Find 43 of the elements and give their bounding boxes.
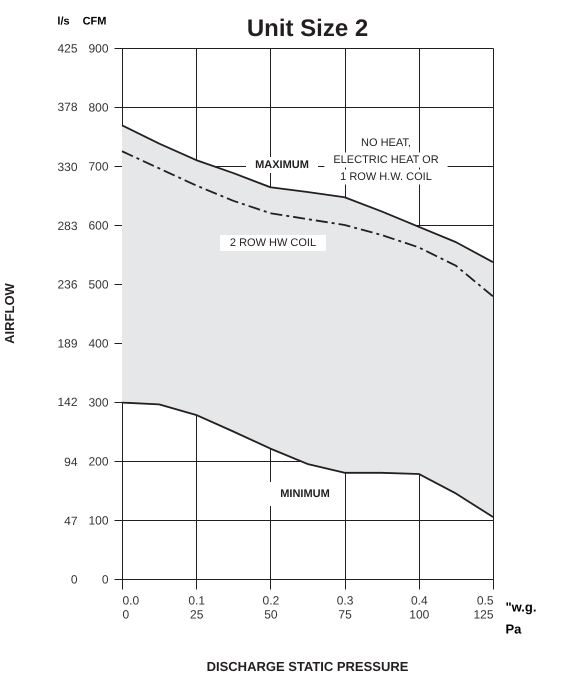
y-tick-label: 0 <box>102 572 109 586</box>
y2-axis-title: l/s <box>57 16 70 28</box>
y2-tick-label: 283 <box>57 218 78 233</box>
annotation: 2 ROW HW COIL <box>230 237 316 249</box>
annotation: MAXIMUM <box>255 159 309 171</box>
x2-tick-label: 75 <box>338 608 352 622</box>
y2-tick-label: 378 <box>57 100 78 114</box>
y2-tick-label: 0 <box>70 572 78 586</box>
x-tick-label: 0.4 <box>410 594 428 608</box>
x2-tick-label: 25 <box>190 608 204 622</box>
x2-tick-label: 50 <box>264 608 278 622</box>
chart-title: Unit Size 2 <box>246 15 368 42</box>
y-axis-title: CFM <box>82 16 106 28</box>
x-axis-title: "w.g. <box>506 600 536 614</box>
y2-tick-label: 47 <box>64 514 78 528</box>
x-tick-label: 0.2 <box>262 594 280 608</box>
y2-tick-label: 142 <box>57 395 78 410</box>
y-tick-label: 500 <box>88 278 109 292</box>
x-tick-label: 0.1 <box>188 594 206 608</box>
y-tick-label: 900 <box>88 42 109 56</box>
y-tick-label: 400 <box>88 336 109 350</box>
text: DISCHARGE STATIC PRESSURE <box>206 659 409 674</box>
x2-tick-label: 100 <box>409 608 430 622</box>
y-tick-label: 300 <box>88 396 109 410</box>
x2-tick-label: 125 <box>473 608 494 622</box>
text: AIRFLOW <box>2 282 17 344</box>
annotation: NO HEAT, ELECTRIC HEAT OR 1 ROW H.W. COIL <box>333 137 439 183</box>
y2-tick-label: 330 <box>57 160 78 174</box>
y-tick-label: 200 <box>88 454 109 468</box>
x2-tick-label: 0 <box>122 608 130 622</box>
x-tick-label: 0.5 <box>476 594 494 608</box>
y-tick-label: 800 <box>88 100 109 114</box>
y2-tick-label: 425 <box>57 42 78 56</box>
annotation: MINIMUM <box>280 488 330 500</box>
y2-tick-label: 94 <box>64 455 78 470</box>
y-tick-label: 100 <box>88 514 109 528</box>
x2-axis-title: Pa <box>506 622 522 636</box>
x-tick-label: 0.0 <box>122 594 140 608</box>
y-tick-label: 700 <box>88 160 109 174</box>
y2-tick-label: 236 <box>57 278 78 292</box>
x-tick-label: 0.3 <box>336 594 354 608</box>
y2-tick-label: 189 <box>57 336 78 350</box>
y-tick-label: 600 <box>88 218 109 232</box>
